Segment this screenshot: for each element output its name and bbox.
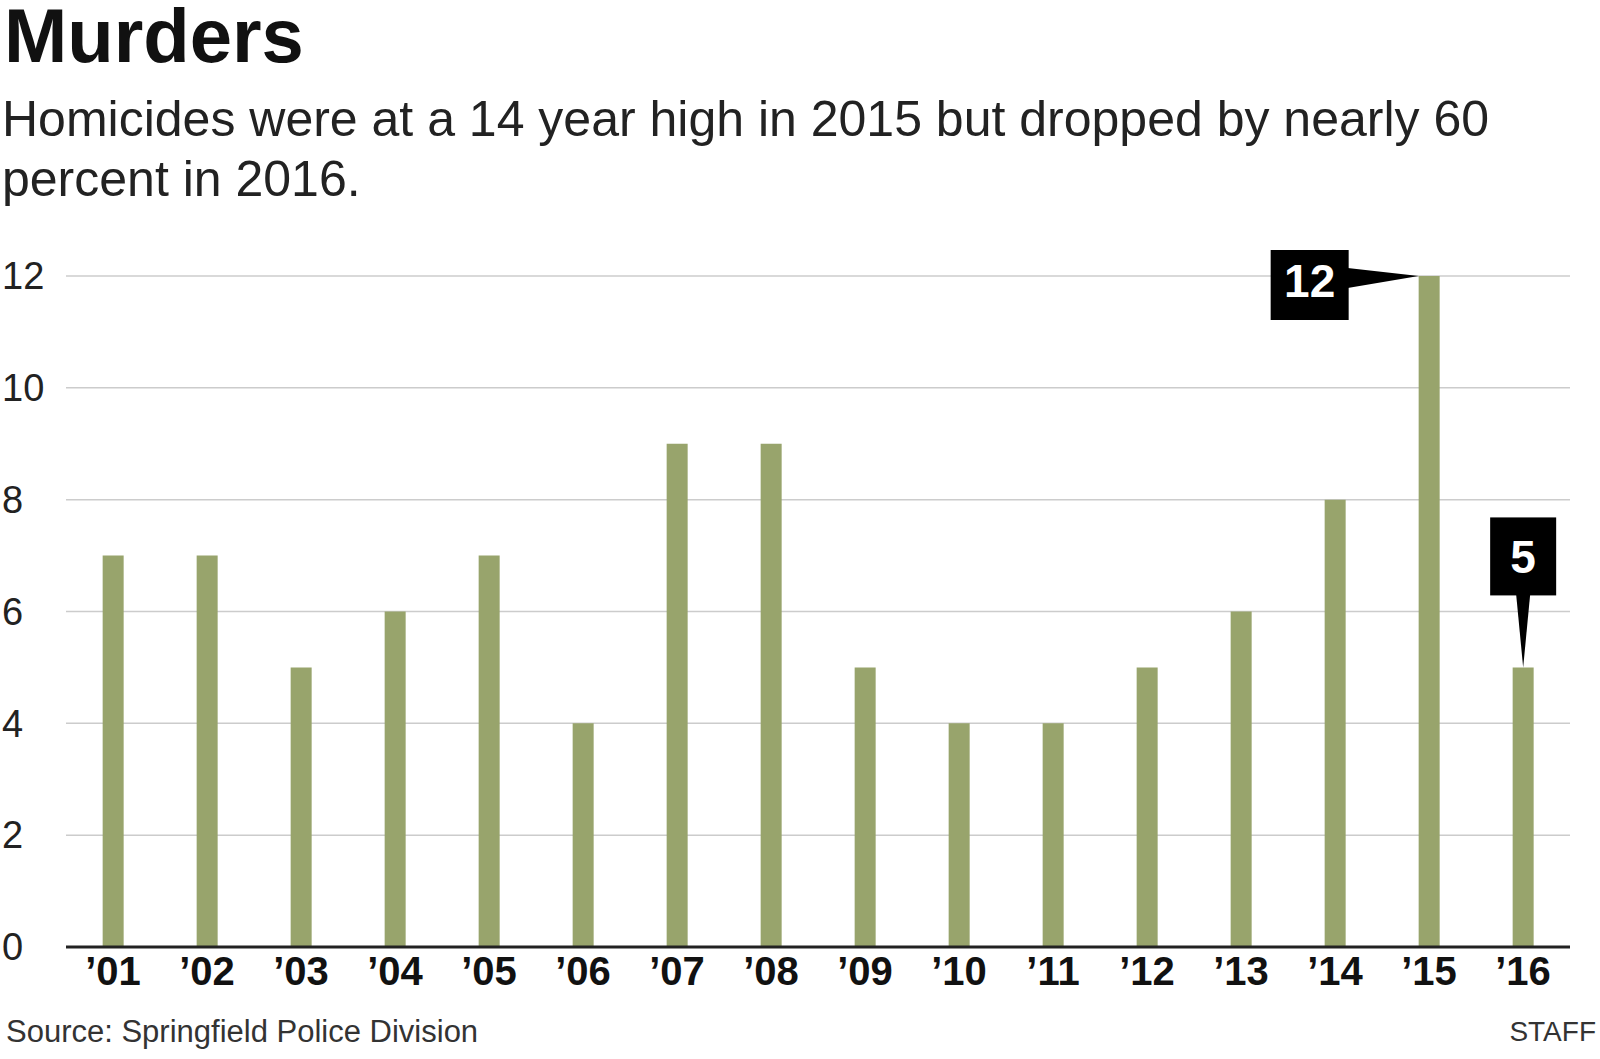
svg-text:’02: ’02 bbox=[179, 949, 235, 993]
svg-text:’11: ’11 bbox=[1026, 949, 1079, 993]
svg-text:5: 5 bbox=[1510, 531, 1536, 583]
svg-text:’07: ’07 bbox=[649, 949, 705, 993]
html-text:STAFF: STAFF bbox=[1509, 1016, 1596, 1047]
svg-text:’04: ’04 bbox=[367, 949, 423, 993]
svg-text:’16: ’16 bbox=[1495, 949, 1551, 993]
svg-text:12: 12 bbox=[8, 255, 44, 297]
svg-text:’03: ’03 bbox=[273, 949, 329, 993]
svg-text:’14: ’14 bbox=[1307, 949, 1363, 993]
svg-text:’06: ’06 bbox=[555, 949, 611, 993]
svg-text:10: 10 bbox=[8, 367, 44, 409]
svg-text:’15: ’15 bbox=[1401, 949, 1457, 993]
svg-text:’01: ’01 bbox=[85, 949, 141, 993]
svg-text:8: 8 bbox=[8, 479, 23, 521]
svg-text:2: 2 bbox=[8, 814, 23, 856]
svg-text:’13: ’13 bbox=[1213, 949, 1269, 993]
html-text:Homicides were at a 14 year hi: Homicides were at a 14 year high in 2015… bbox=[2, 91, 1489, 207]
svg-text:’08: ’08 bbox=[743, 949, 799, 993]
svg-text:’05: ’05 bbox=[461, 949, 517, 993]
html-text:Source: Springfield Police Div: Source: Springfield Police Division bbox=[6, 1014, 479, 1049]
svg-text:0: 0 bbox=[8, 926, 23, 968]
svg-text:4: 4 bbox=[8, 703, 23, 745]
svg-text:’12: ’12 bbox=[1119, 949, 1175, 993]
svg-text:’09: ’09 bbox=[837, 949, 893, 993]
svg-text:12: 12 bbox=[1284, 255, 1335, 307]
svg-text:’10: ’10 bbox=[931, 949, 987, 993]
svg-text:6: 6 bbox=[8, 591, 23, 633]
